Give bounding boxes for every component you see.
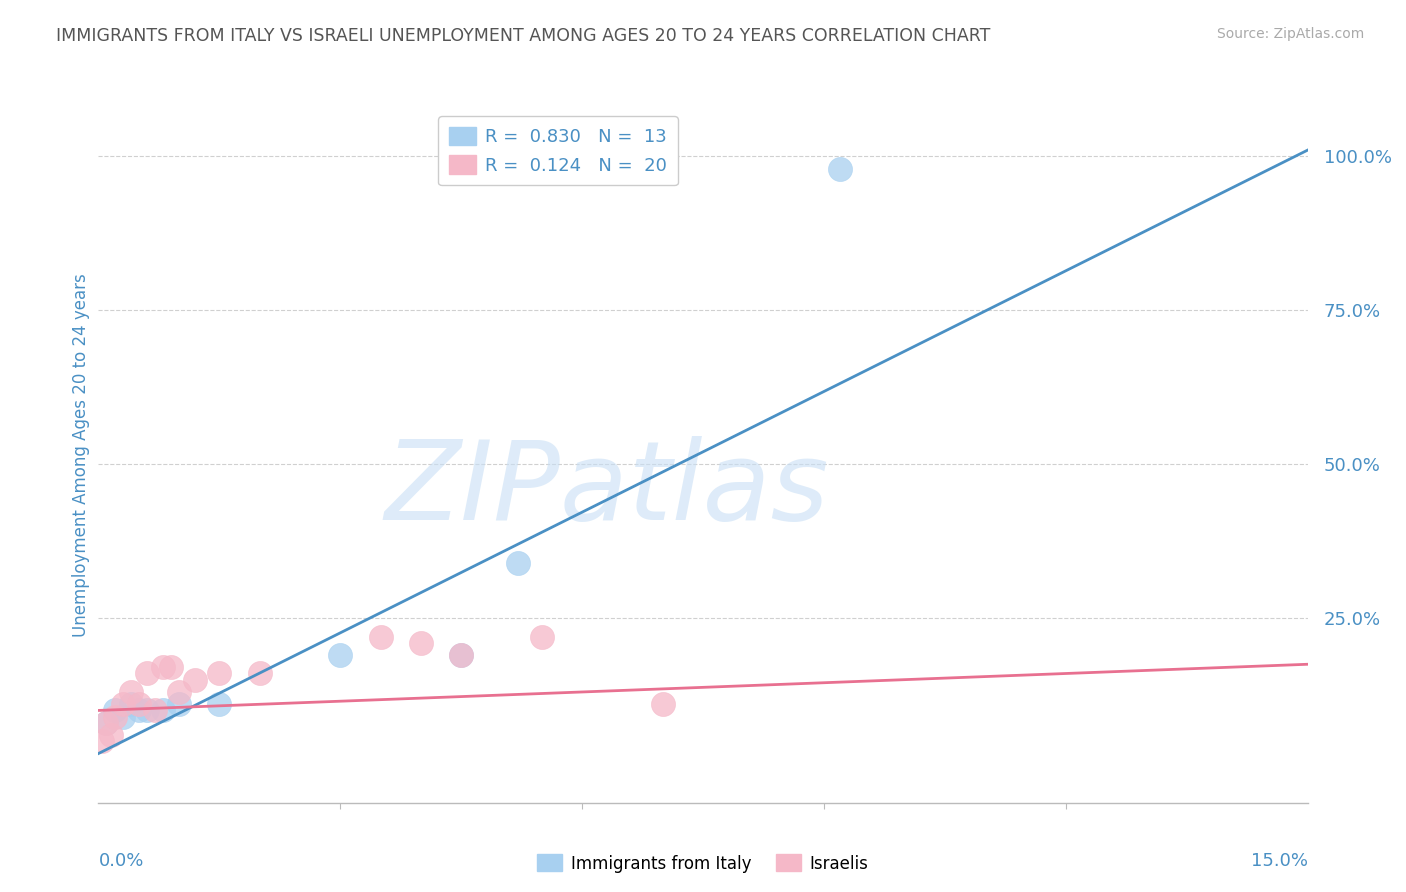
Point [135, 703, 157, 717]
Point [143, 703, 166, 717]
Point [103, 703, 125, 717]
Point [100, 728, 122, 742]
Point [184, 673, 207, 687]
Point [651, 698, 673, 712]
Point [160, 660, 183, 674]
Text: ZIPatlas: ZIPatlas [384, 436, 828, 543]
Legend: R =  0.830   N =  13, R =  0.124   N =  20: R = 0.830 N = 13, R = 0.124 N = 20 [439, 116, 678, 186]
Point [96, 715, 118, 730]
Point [120, 685, 142, 699]
Point [167, 685, 190, 699]
Point [111, 698, 134, 712]
Text: 0.0%: 0.0% [98, 852, 143, 870]
Point [828, 161, 851, 176]
Y-axis label: Unemployment Among Ages 20 to 24 years: Unemployment Among Ages 20 to 24 years [72, 273, 90, 637]
Point [135, 666, 157, 681]
Text: IMMIGRANTS FROM ITALY VS ISRAELI UNEMPLOYMENT AMONG AGES 20 TO 24 YEARS CORRELAT: IMMIGRANTS FROM ITALY VS ISRAELI UNEMPLO… [56, 27, 991, 45]
Text: Source: ZipAtlas.com: Source: ZipAtlas.com [1216, 27, 1364, 41]
Point [111, 709, 134, 723]
Point [167, 698, 190, 712]
Point [103, 709, 125, 723]
Point [506, 556, 529, 570]
Point [208, 698, 231, 712]
Point [249, 666, 271, 681]
Point [450, 648, 472, 662]
Point [530, 630, 553, 644]
Point [120, 698, 142, 712]
Point [450, 648, 472, 662]
Point [91, 734, 114, 748]
Legend: Immigrants from Italy, Israelis: Immigrants from Italy, Israelis [531, 847, 875, 880]
Point [152, 703, 174, 717]
Point [128, 698, 150, 712]
Point [96, 715, 118, 730]
Point [152, 660, 174, 674]
Point [128, 703, 150, 717]
Point [208, 666, 231, 681]
Point [329, 648, 352, 662]
Text: 15.0%: 15.0% [1250, 852, 1308, 870]
Point [370, 630, 392, 644]
Point [409, 636, 432, 650]
